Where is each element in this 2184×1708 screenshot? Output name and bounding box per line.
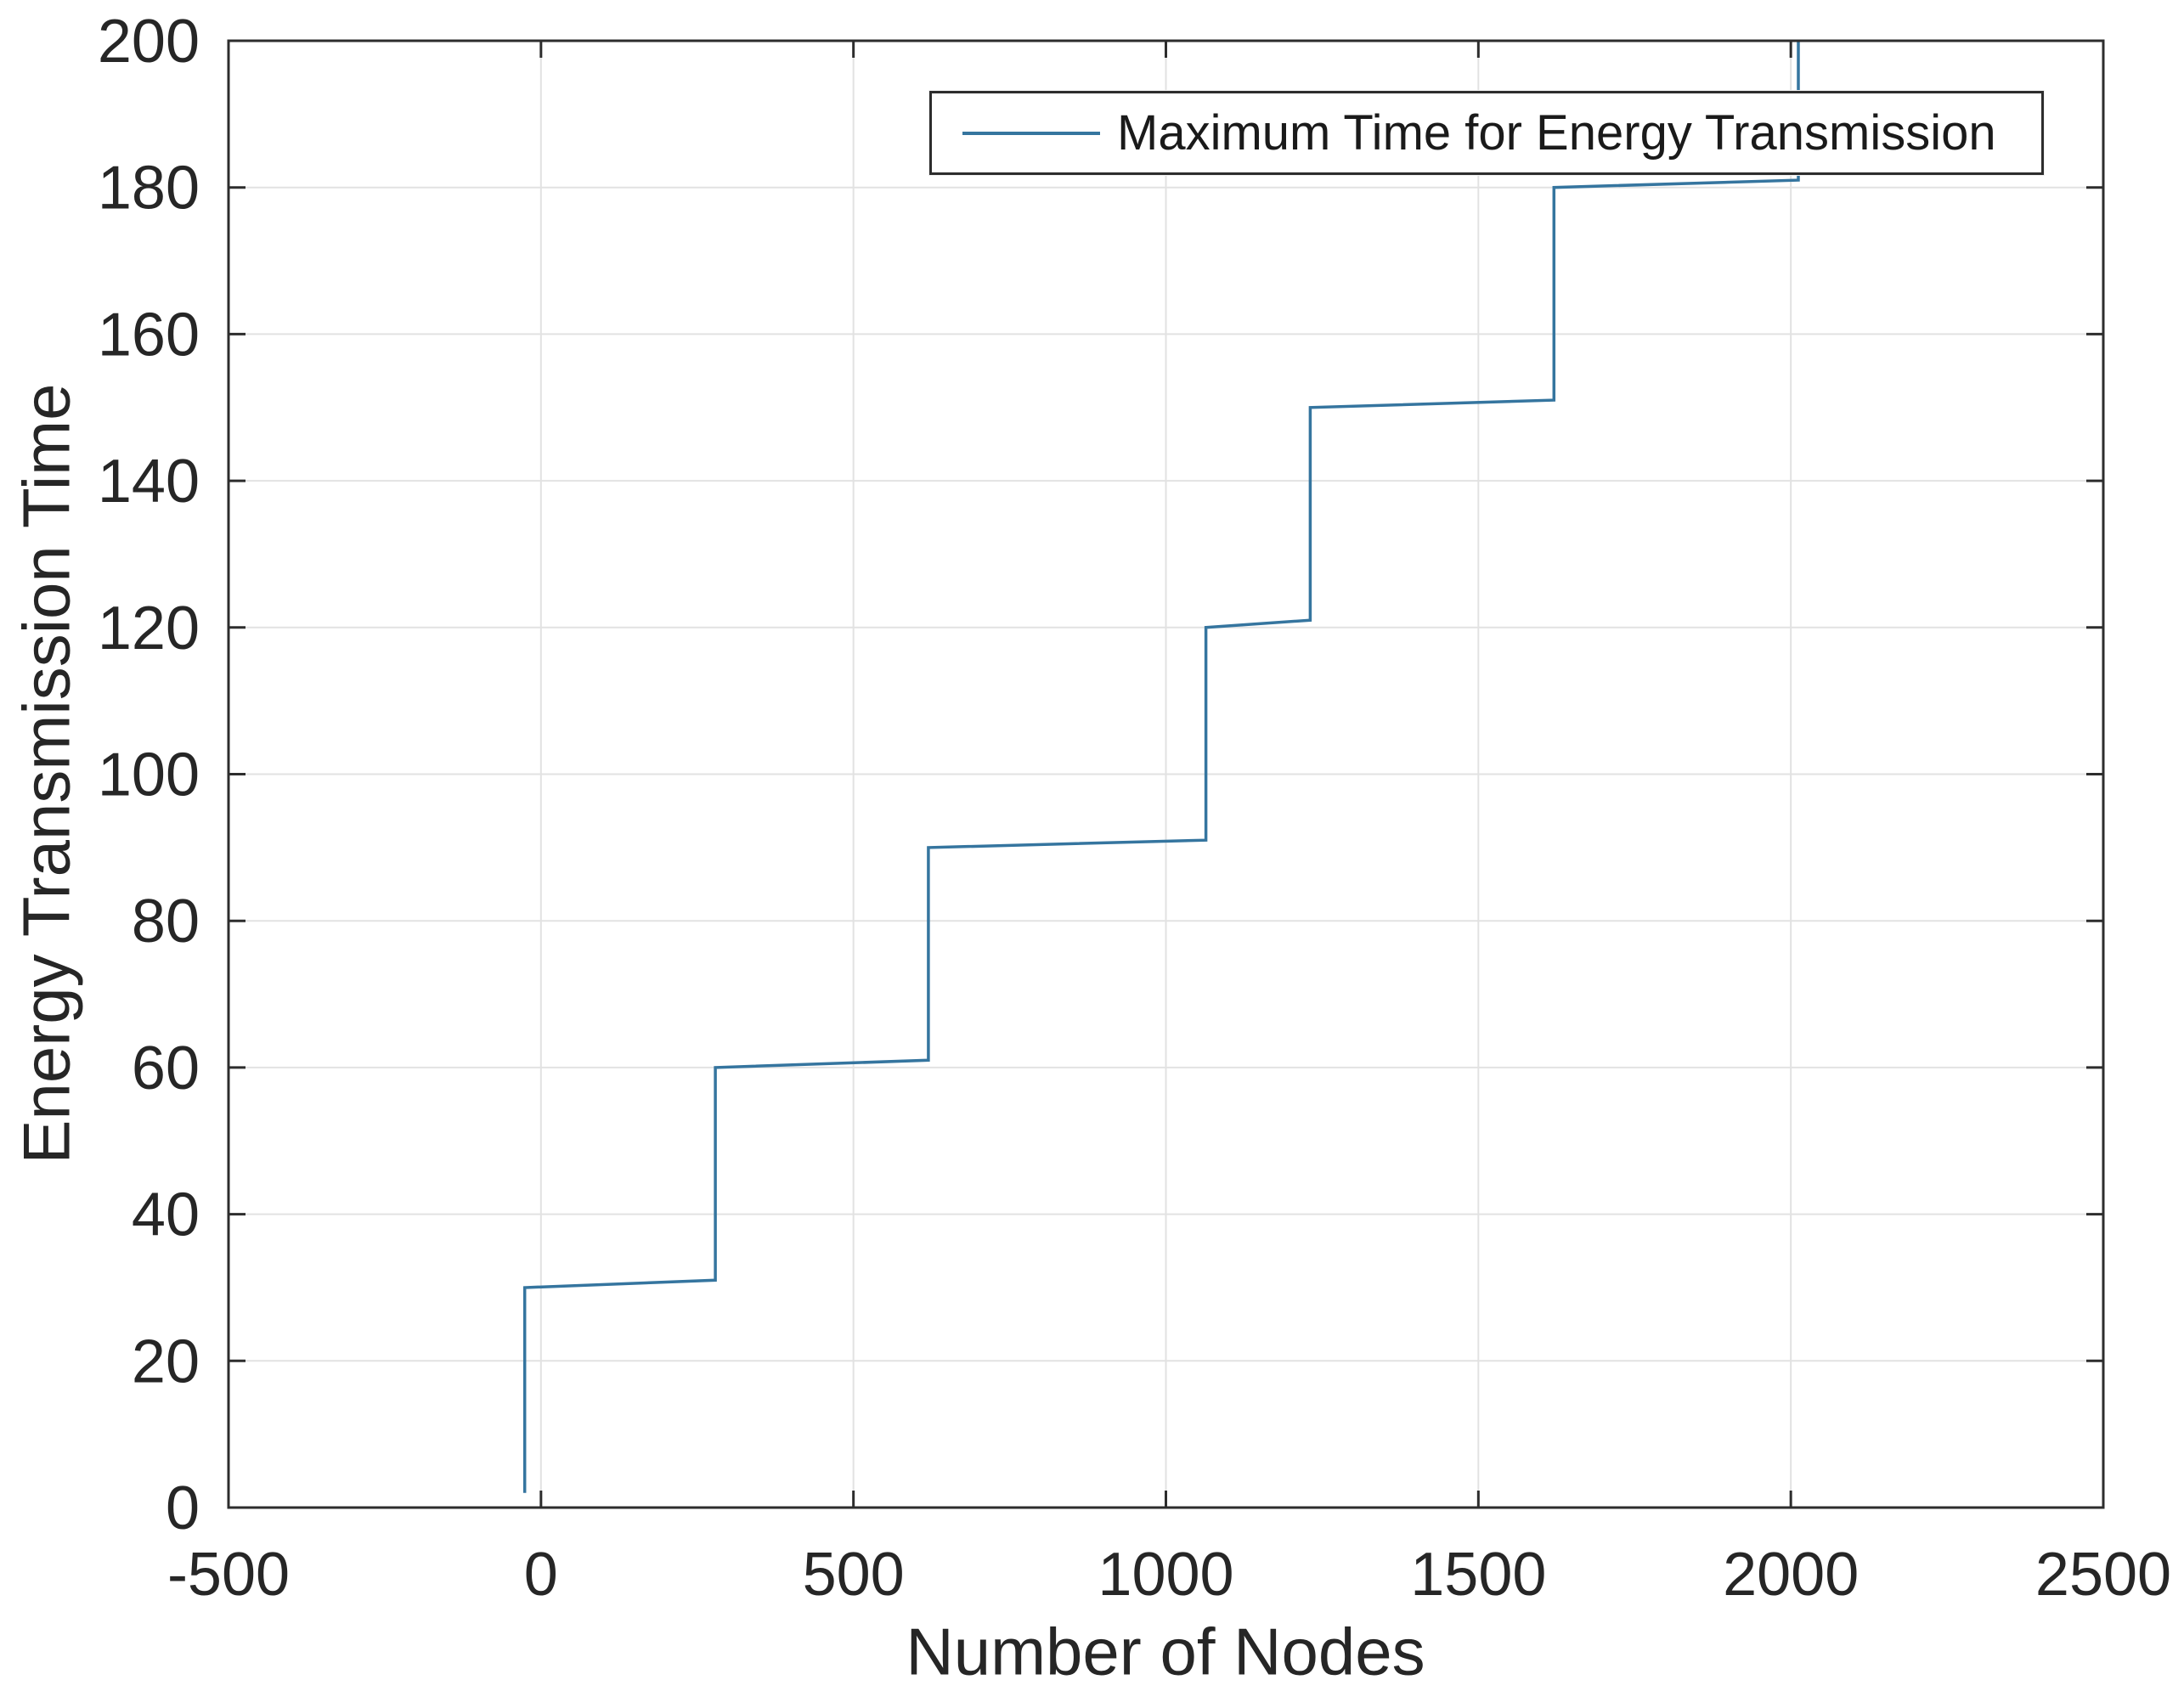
y-tick-label: 60 — [132, 1034, 200, 1102]
gridlines — [229, 41, 2103, 1508]
data-line — [522, 41, 1800, 1493]
y-tick-label: 40 — [132, 1181, 200, 1249]
x-tick-label: 0 — [524, 1541, 558, 1609]
x-tick-label: 2000 — [1723, 1541, 1859, 1609]
y-tick-label: 160 — [98, 301, 200, 369]
y-tick-label: 80 — [132, 888, 200, 955]
x-tick-label: 500 — [803, 1541, 905, 1609]
x-axis-label: Number of Nodes — [906, 1614, 1425, 1689]
x-tick-labels: -500 0 500 1000 1500 2000 2500 — [167, 1541, 2171, 1609]
y-tick-label: 120 — [98, 595, 200, 662]
y-tick-label: 100 — [98, 741, 200, 809]
x-tick-label: 1000 — [1098, 1541, 1233, 1609]
x-tick-label: -500 — [167, 1541, 290, 1609]
y-tick-label: 20 — [132, 1328, 200, 1395]
y-tick-label: 180 — [98, 155, 200, 223]
y-tick-label: 0 — [166, 1474, 200, 1542]
x-tick-label: 2500 — [2035, 1541, 2171, 1609]
tick-marks — [227, 39, 2105, 1509]
legend-line-sample — [962, 131, 1100, 135]
legend-box: Maximum Time for Energy Transmission — [929, 91, 2044, 175]
legend-label: Maximum Time for Energy Transmission — [1117, 105, 1996, 161]
y-tick-label: 200 — [98, 8, 200, 76]
y-tick-label: 140 — [98, 448, 200, 516]
y-tick-labels: 0 20 40 60 80 100 120 140 160 180 200 — [98, 8, 200, 1542]
x-tick-label: 1500 — [1410, 1541, 1546, 1609]
y-axis-label: Energy Transmission Time — [8, 383, 84, 1164]
